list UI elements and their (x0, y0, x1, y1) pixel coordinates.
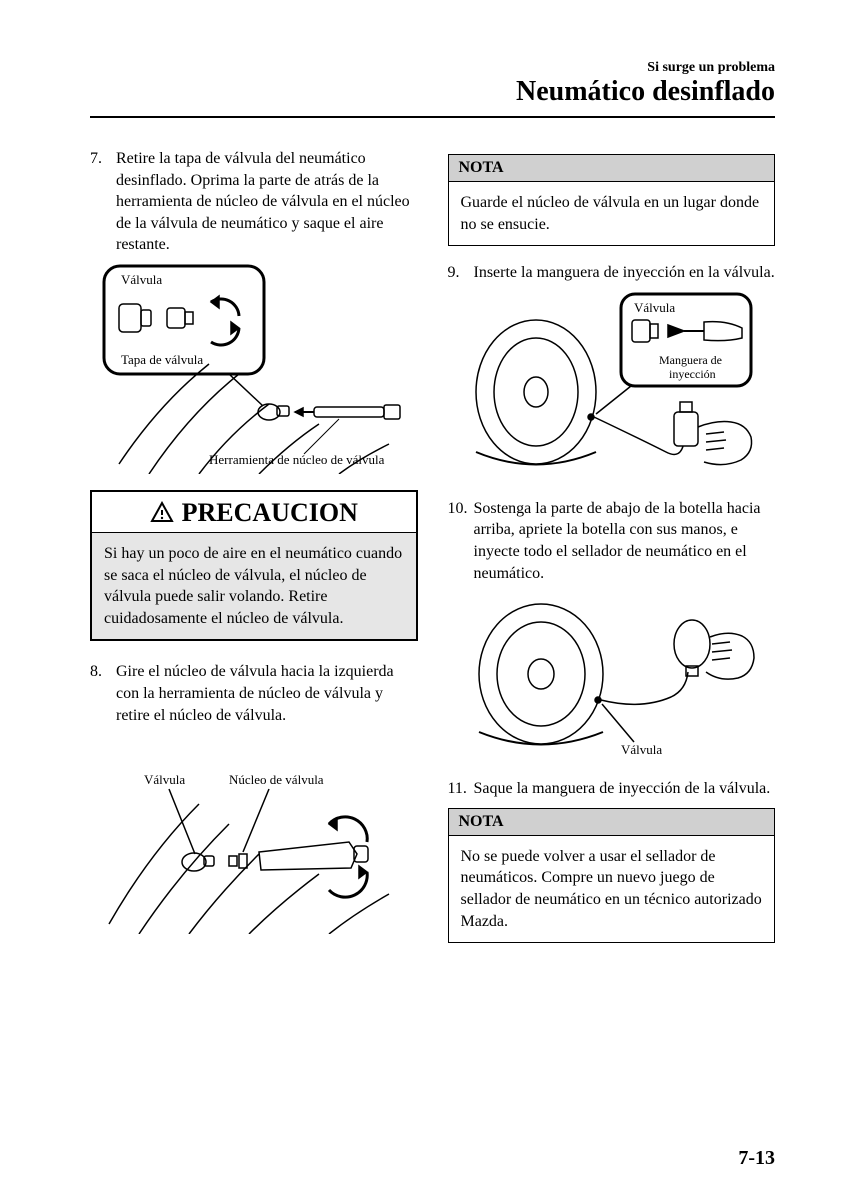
label-tapa: Tapa de válvula (121, 352, 203, 367)
page-header: Si surge un problema Neumático desinflad… (90, 60, 775, 108)
step-text: Inserte la manguera de inyección en la v… (474, 262, 776, 284)
content-columns: 7. Retire la tapa de válvula del neumáti… (90, 148, 775, 959)
figure-valve-cap: Válvula Tapa de válvula Herramienta de n… (90, 264, 418, 474)
step-text: Sostenga la parte de abajo de la botella… (474, 498, 776, 584)
caution-box: PRECAUCION Si hay un poco de aire en el … (90, 490, 418, 641)
step-number: 11. (448, 778, 474, 800)
step-11: 11. Saque la manguera de inyección de la… (448, 778, 776, 800)
caution-body: Si hay un poco de aire en el neumático c… (92, 533, 416, 639)
nota-body: No se puede volver a usar el sellador de… (449, 836, 775, 942)
step-number: 8. (90, 661, 116, 726)
nota-box-2: NOTA No se puede volver a usar el sellad… (448, 808, 776, 943)
header-rule (90, 116, 775, 118)
step-number: 7. (90, 148, 116, 256)
page-number: 7-13 (738, 1147, 775, 1170)
right-column: NOTA Guarde el núcleo de válvula en un l… (448, 148, 776, 959)
left-column: 7. Retire la tapa de válvula del neumáti… (90, 148, 418, 959)
step-8: 8. Gire el núcleo de válvula hacia la iz… (90, 661, 418, 726)
figure-insert-hose: Válvula Manguera de inyección (448, 292, 776, 482)
label-nucleo: Núcleo de válvula (229, 772, 324, 787)
step-text: Retire la tapa de válvula del neumático … (116, 148, 418, 256)
step-7: 7. Retire la tapa de válvula del neumáti… (90, 148, 418, 256)
label-herramienta: Herramienta de núcleo de válvula (209, 452, 385, 467)
label-valvula: Válvula (144, 772, 185, 787)
warning-icon (150, 501, 174, 525)
header-title: Neumático desinflado (90, 76, 775, 108)
label-valvula: Válvula (634, 300, 675, 315)
nota-title: NOTA (449, 155, 775, 182)
step-9: 9. Inserte la manguera de inyección en l… (448, 262, 776, 284)
step-number: 10. (448, 498, 474, 584)
step-10: 10. Sostenga la parte de abajo de la bot… (448, 498, 776, 584)
step-number: 9. (448, 262, 474, 284)
nota-title: NOTA (449, 809, 775, 836)
figure-remove-core: Válvula Núcleo de válvula (90, 734, 418, 934)
nota-box-1: NOTA Guarde el núcleo de válvula en un l… (448, 154, 776, 246)
caution-title: PRECAUCION (182, 498, 358, 528)
step-text: Saque la manguera de inyección de la vál… (474, 778, 776, 800)
nota-body: Guarde el núcleo de válvula en un lugar … (449, 182, 775, 245)
caution-title-row: PRECAUCION (92, 492, 416, 533)
header-section: Si surge un problema (90, 60, 775, 76)
step-text: Gire el núcleo de válvula hacia la izqui… (116, 661, 418, 726)
label-valvula: Válvula (121, 272, 162, 287)
figure-inject-sealant: Válvula (448, 592, 776, 762)
svg-text:Manguera de inyecció: Manguera de inyección (659, 353, 725, 381)
label-valvula: Válvula (621, 742, 662, 757)
